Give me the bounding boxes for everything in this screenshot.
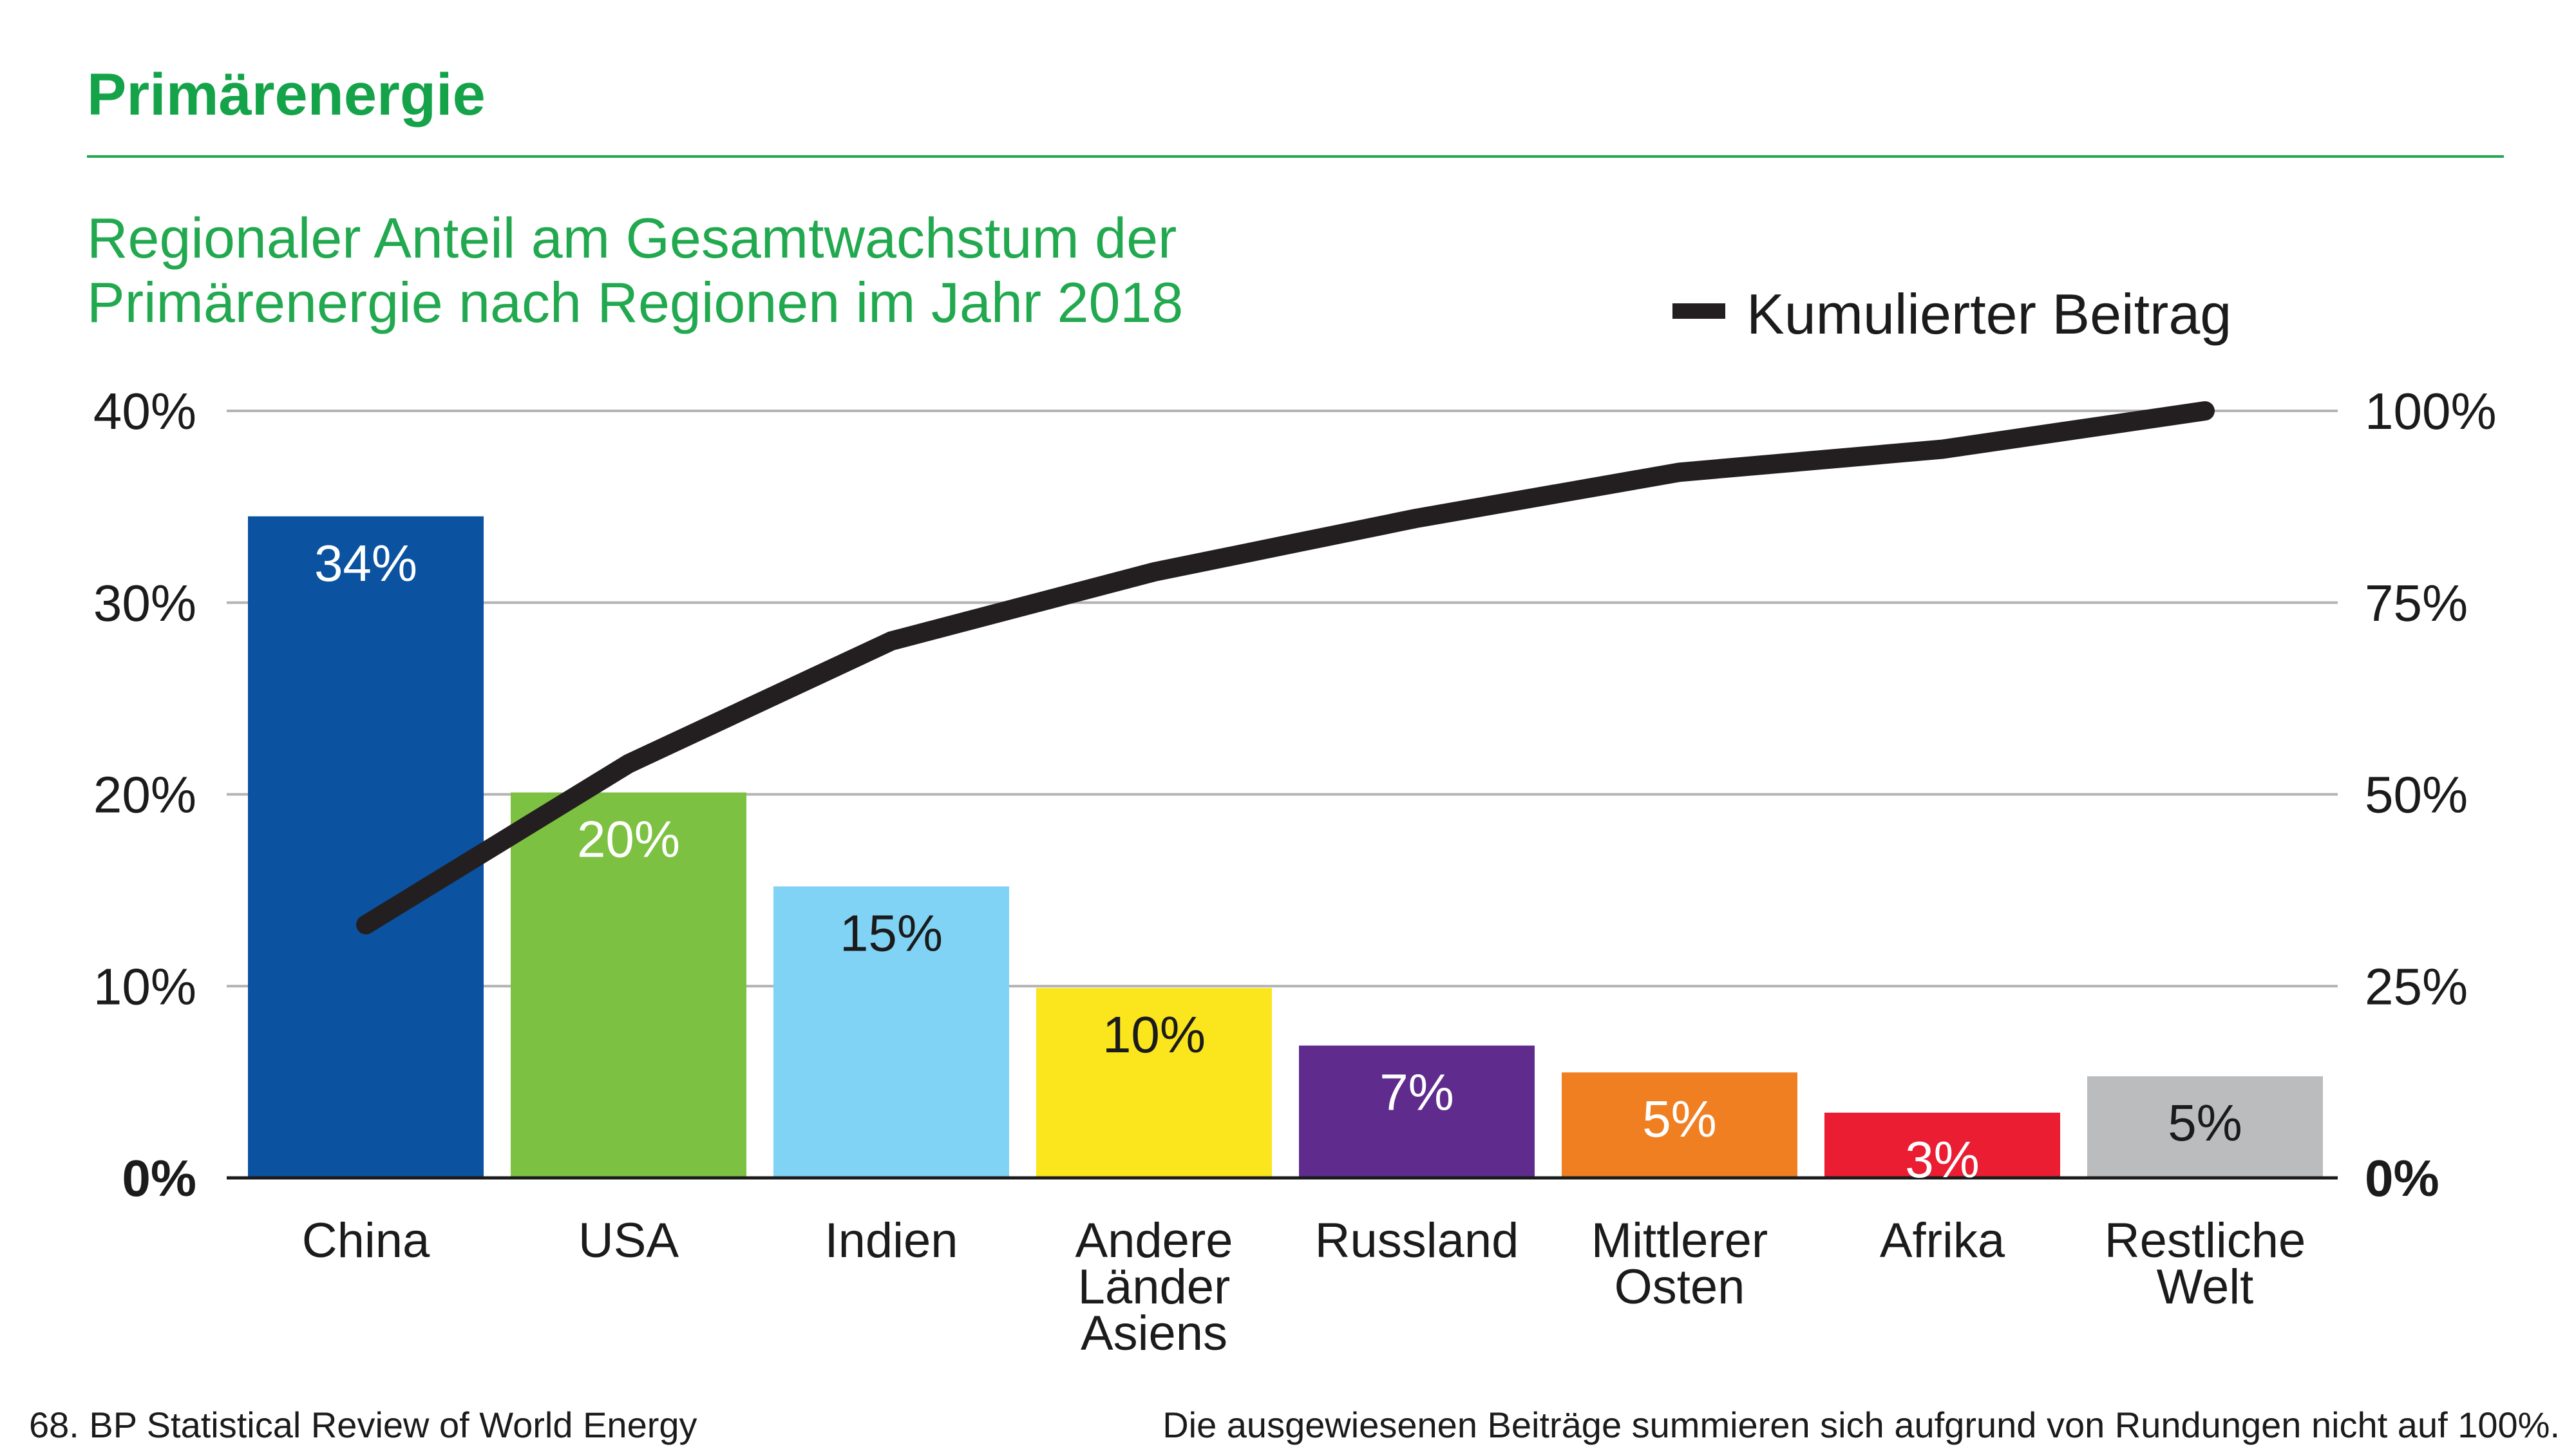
y-tick-label: 30% (93, 574, 196, 632)
y-tick-label: 20% (93, 766, 196, 824)
y-tick-label: 40% (93, 383, 196, 440)
y-tick-label: 0% (122, 1150, 196, 1207)
legend-line-swatch (1672, 303, 1725, 319)
category-label: Mittlerer Osten (1591, 1213, 1768, 1314)
value-label: 15% (840, 904, 943, 961)
y-tick-label: 10% (93, 958, 196, 1015)
y2-tick-label: 100% (2365, 383, 2497, 440)
footer-note: Die ausgewiesenen Beiträge summieren sic… (1162, 1405, 2560, 1445)
y2-tick-label: 50% (2365, 766, 2468, 824)
y2-tick-label: 0% (2365, 1150, 2439, 1207)
y-axis-left-ticks: 0% 10% 20% 30% 40% (93, 383, 196, 1207)
cumulative-series-line (356, 401, 2215, 934)
cumulative-line (356, 401, 2215, 934)
y2-tick-label: 25% (2365, 958, 2468, 1015)
value-label: 10% (1103, 1006, 1206, 1063)
bar (1299, 1045, 1535, 1178)
category-label: Restliche Welt (2105, 1213, 2306, 1314)
category-label: Andere Länder Asiens (1075, 1213, 1233, 1361)
category-label: Indien (824, 1213, 958, 1268)
chart-subtitle-line1: Regionaler Anteil am Gesamtwachstum der (87, 206, 1177, 270)
bar (248, 516, 484, 1179)
bar (1036, 988, 1272, 1178)
legend-label: Kumulierter Beitrag (1747, 282, 2231, 346)
footer-source: 68. BP Statistical Review of World Energ… (29, 1405, 697, 1445)
chart-subtitle-line2: Primärenergie nach Regionen im Jahr 2018 (87, 270, 1183, 334)
category-label: Russland (1315, 1213, 1519, 1268)
y-axis-right-ticks: 0% 25% 50% 75% 100% (2365, 383, 2497, 1207)
chart-title: Primärenergie (87, 62, 486, 128)
y2-tick-label: 75% (2365, 574, 2468, 632)
value-label: 20% (577, 811, 680, 868)
category-label: Afrika (1880, 1213, 2005, 1268)
bar (511, 792, 746, 1178)
bar (1562, 1072, 1797, 1178)
bar (1824, 1112, 2060, 1178)
category-labels: China USA Indien Andere Länder Asiens Russland… (302, 1213, 2306, 1361)
value-labels: 34% 20% 15% 10% 7% 5% 3% 5% (314, 535, 2242, 1188)
value-label: 7% (1379, 1064, 1454, 1121)
bars (248, 516, 2323, 1179)
bar (2087, 1076, 2323, 1178)
category-label: China (302, 1213, 430, 1268)
value-label: 5% (1642, 1090, 1717, 1148)
value-label: 5% (2168, 1094, 2242, 1151)
bar (773, 886, 1009, 1178)
value-label: 34% (314, 535, 417, 592)
value-label: 3% (1905, 1131, 1980, 1188)
category-label: USA (578, 1213, 679, 1268)
